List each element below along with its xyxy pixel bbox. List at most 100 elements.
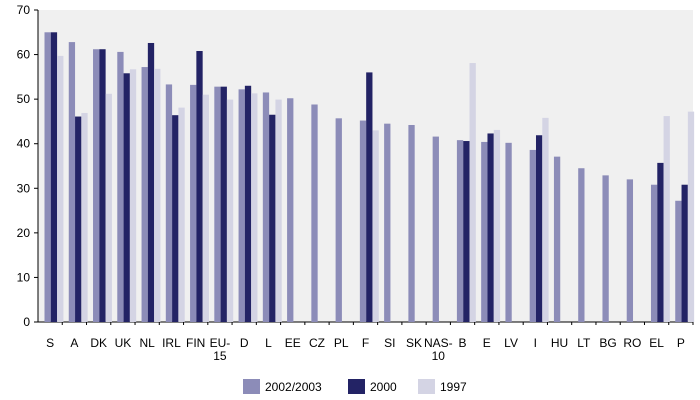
bar-uk-2002-2003 — [117, 51, 124, 323]
bar-f-1997 — [372, 130, 379, 322]
category-label: CZ — [309, 336, 325, 350]
bar-i-1997 — [542, 117, 549, 322]
bar-lv-2002-2003 — [505, 142, 512, 322]
bar-cz-2002-2003 — [311, 104, 318, 323]
y-tick-label: 10 — [17, 270, 31, 284]
bar-e-1997 — [493, 129, 501, 322]
bar-d-2002-2003 — [238, 89, 245, 322]
bar-sk-2002-2003 — [408, 124, 415, 323]
category-label: DK — [90, 336, 107, 350]
bar-d-2000 — [244, 85, 252, 323]
bar-el-2000 — [657, 162, 664, 322]
category-label: A — [70, 336, 78, 350]
bar-bg-2002-2003 — [602, 175, 609, 322]
category-label: EU-15 — [210, 336, 231, 363]
category-label: S — [46, 336, 54, 350]
bar-nl-2000 — [147, 42, 155, 322]
bar-eu-15-2002-2003 — [214, 86, 221, 322]
bar-fin-2000 — [196, 51, 203, 322]
bar-pl-2002-2003 — [335, 118, 342, 322]
category-label: LV — [504, 336, 518, 350]
bar-b-2002-2003 — [456, 140, 464, 322]
category-label: HU — [551, 336, 568, 350]
bar-nl-1997 — [154, 68, 161, 322]
bar-lt-2002-2003 — [578, 168, 585, 322]
bar-i-2000 — [535, 135, 543, 322]
bar-s-1997 — [57, 55, 64, 322]
bar-dk-2002-2003 — [93, 49, 100, 322]
bar-irl-2000 — [172, 115, 179, 322]
bar-f-2000 — [366, 72, 373, 323]
bar-l-2002-2003 — [262, 92, 270, 323]
category-labels: S A DK UK NL IRL FIN EU-15 D L EE CZ PL F SI SK NAS-10 B E… — [46, 322, 694, 363]
legend: 2002/2003 2000 1997 — [243, 379, 467, 394]
bar-l-2000 — [269, 114, 276, 323]
category-label: L — [265, 336, 272, 350]
category-label: FIN — [186, 336, 205, 350]
bar-dk-1997 — [105, 93, 112, 322]
bar-p-1997 — [687, 111, 695, 323]
category-label: UK — [115, 336, 132, 350]
bar-el-1997 — [663, 116, 670, 322]
category-label: F — [362, 336, 369, 350]
category-label: EL — [649, 336, 664, 350]
bar-b-2000 — [463, 141, 470, 322]
category-label: NAS-10 — [424, 336, 453, 363]
legend-label: 2000 — [370, 380, 397, 394]
category-label: RO — [623, 336, 641, 350]
bar-s-2002-2003 — [44, 32, 51, 322]
bar-irl-1997 — [178, 107, 185, 322]
y-tick-label: 70 — [17, 3, 31, 17]
category-label: B — [459, 336, 467, 350]
bar-d-1997 — [251, 93, 258, 322]
category-label: PL — [334, 336, 349, 350]
bar-hu-2002-2003 — [553, 156, 561, 322]
category-label: IRL — [162, 336, 181, 350]
bar-fin-2002-2003 — [190, 84, 197, 322]
bar-uk-1997 — [129, 69, 137, 322]
bar-i-2002-2003 — [529, 149, 536, 322]
bar-ro-2002-2003 — [626, 179, 634, 322]
bar-b-1997 — [469, 63, 476, 322]
bar-l-1997 — [275, 99, 282, 322]
y-tick-label: 60 — [17, 48, 31, 62]
bar-nl-2002-2003 — [141, 67, 148, 322]
bar-fin-1997 — [202, 94, 209, 322]
bar-p-2000 — [681, 184, 688, 322]
bar-a-2002-2003 — [68, 42, 76, 323]
y-tick-label: 0 — [23, 315, 30, 329]
legend-label: 1997 — [440, 380, 467, 394]
legend-label: 2002/2003 — [265, 380, 322, 394]
bar-f-2002-2003 — [359, 120, 367, 322]
bar-s-2000 — [50, 32, 58, 322]
bar-dk-2000 — [99, 49, 106, 322]
bar-irl-2002-2003 — [165, 84, 173, 323]
category-label: NL — [139, 336, 155, 350]
y-tick-label: 30 — [17, 181, 31, 195]
bar-si-2002-2003 — [384, 123, 391, 322]
y-tick-label: 50 — [17, 92, 31, 106]
category-label: D — [240, 336, 249, 350]
category-label: SI — [384, 336, 395, 350]
bar-nas-10-2002-2003 — [432, 136, 439, 322]
category-label: EE — [285, 336, 301, 350]
bar-e-2002-2003 — [481, 141, 488, 322]
bar-el-2002-2003 — [650, 184, 658, 322]
category-label: LT — [577, 336, 591, 350]
legend-swatch — [243, 379, 260, 394]
chart-bars — [44, 32, 695, 323]
bar-eu-15-1997 — [226, 99, 234, 322]
y-tick-label: 40 — [17, 137, 31, 151]
bar-eu-15-2000 — [220, 86, 227, 322]
bar-e-2000 — [487, 133, 494, 322]
bar-p-2002-2003 — [675, 200, 682, 322]
bar-a-2000 — [75, 116, 82, 322]
legend-swatch — [418, 379, 435, 394]
category-label: SK — [406, 336, 422, 350]
category-label: I — [534, 336, 537, 350]
bar-ee-2002-2003 — [287, 98, 294, 322]
category-label: BG — [599, 336, 616, 350]
bar-uk-2000 — [123, 73, 130, 322]
category-label: E — [483, 336, 491, 350]
